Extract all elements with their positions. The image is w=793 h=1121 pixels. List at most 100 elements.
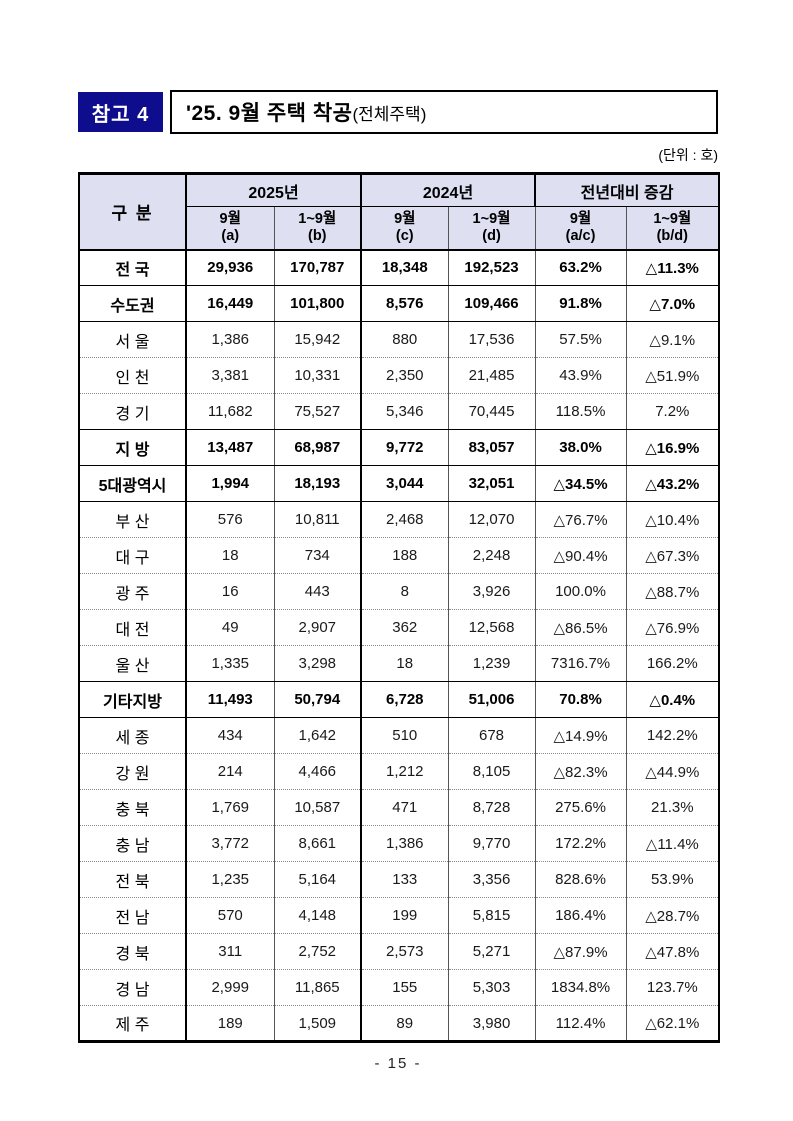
cell-value: 188: [361, 537, 449, 574]
row-label: 광 주: [79, 573, 187, 610]
cell-value: 5,303: [448, 969, 536, 1006]
cell-value: 434: [186, 717, 275, 754]
table-row: 경 기 11,682 75,527 5,346 70,445 118.5% 7.2%: [79, 393, 720, 430]
cell-value: 118.5%: [535, 393, 627, 430]
cell-value: △14.9%: [535, 717, 627, 754]
cell-value: △0.4%: [626, 681, 720, 718]
table-row: 인 천 3,381 10,331 2,350 21,485 43.9% △51.9%: [79, 357, 720, 394]
cell-value: 18: [361, 645, 449, 682]
cell-value: 9,772: [361, 429, 449, 466]
table-row: 경 북 311 2,752 2,573 5,271 △87.9% △47.8%: [79, 933, 720, 970]
table-row: 수도권 16,449 101,800 8,576 109,466 91.8% △7.0%: [79, 285, 720, 322]
table-row: 대 구 18 734 188 2,248 △90.4% △67.3%: [79, 537, 720, 574]
cell-value: △51.9%: [626, 357, 720, 394]
cell-value: 3,926: [448, 573, 536, 610]
table-row: 충 남 3,772 8,661 1,386 9,770 172.2% △11.4%: [79, 825, 720, 862]
cell-value: 123.7%: [626, 969, 720, 1006]
cell-value: 11,865: [274, 969, 363, 1006]
header-col-jan-sep-yoy: 1~9월 (b/d): [626, 206, 720, 251]
row-label: 강 원: [79, 753, 187, 790]
cell-value: 11,493: [186, 681, 275, 718]
cell-value: 53.9%: [626, 861, 720, 898]
cell-value: 510: [361, 717, 449, 754]
page-title: '25. 9월 주택 착공: [186, 102, 353, 125]
cell-value: 15,942: [274, 321, 363, 358]
cell-value: 2,350: [361, 357, 449, 394]
cell-value: 8: [361, 573, 449, 610]
cell-value: △34.5%: [535, 465, 627, 502]
cell-value: 12,070: [448, 501, 536, 538]
cell-value: 1,509: [274, 1005, 363, 1042]
cell-value: 38.0%: [535, 429, 627, 466]
cell-value: 12,568: [448, 609, 536, 646]
table-row: 대 전 49 2,907 362 12,568 △86.5% △76.9%: [79, 609, 720, 646]
header-col-sep2025: 9월 (a): [186, 206, 275, 251]
cell-value: 49: [186, 609, 275, 646]
cell-value: △82.3%: [535, 753, 627, 790]
cell-value: 570: [186, 897, 275, 934]
cell-value: 91.8%: [535, 285, 627, 322]
cell-value: 57.5%: [535, 321, 627, 358]
cell-value: 63.2%: [535, 249, 627, 286]
cell-value: △47.8%: [626, 933, 720, 970]
cell-value: 11,682: [186, 393, 275, 430]
row-label: 세 종: [79, 717, 187, 754]
cell-value: 443: [274, 573, 363, 610]
cell-value: 1,386: [361, 825, 449, 862]
cell-value: 362: [361, 609, 449, 646]
cell-value: 199: [361, 897, 449, 934]
cell-value: 10,331: [274, 357, 363, 394]
row-label: 전 국: [79, 249, 187, 286]
cell-value: 51,006: [448, 681, 536, 718]
unit-note: (단위 : 호): [658, 147, 718, 163]
cell-value: 1,212: [361, 753, 449, 790]
cell-value: 7316.7%: [535, 645, 627, 682]
table-row: 충 북 1,769 10,587 471 8,728 275.6% 21.3%: [79, 789, 720, 826]
cell-value: 311: [186, 933, 275, 970]
cell-value: 3,298: [274, 645, 363, 682]
cell-value: 192,523: [448, 249, 536, 286]
table-row: 전 북 1,235 5,164 133 3,356 828.6% 53.9%: [79, 861, 720, 898]
cell-value: 43.9%: [535, 357, 627, 394]
cell-value: △11.4%: [626, 825, 720, 862]
cell-value: 2,752: [274, 933, 363, 970]
cell-value: 75,527: [274, 393, 363, 430]
cell-value: △76.9%: [626, 609, 720, 646]
cell-value: 10,587: [274, 789, 363, 826]
cell-value: 18: [186, 537, 275, 574]
cell-value: △28.7%: [626, 897, 720, 934]
row-label: 대 전: [79, 609, 187, 646]
cell-value: 880: [361, 321, 449, 358]
header-col-jan-sep2024: 1~9월 (d): [448, 206, 536, 251]
table-row: 광 주 16 443 8 3,926 100.0% △88.7%: [79, 573, 720, 610]
cell-value: 2,573: [361, 933, 449, 970]
header-col-line1: 1~9월: [472, 211, 511, 228]
cell-value: 101,800: [274, 285, 363, 322]
cell-value: 186.4%: [535, 897, 627, 934]
reference-badge: 참고 4: [78, 92, 163, 132]
cell-value: 112.4%: [535, 1005, 627, 1042]
cell-value: △90.4%: [535, 537, 627, 574]
cell-value: 214: [186, 753, 275, 790]
cell-value: 1,235: [186, 861, 275, 898]
cell-value: △10.4%: [626, 501, 720, 538]
title-box: '25. 9월 주택 착공 (전체주택): [170, 90, 718, 134]
cell-value: 3,980: [448, 1005, 536, 1042]
cell-value: △16.9%: [626, 429, 720, 466]
cell-value: △44.9%: [626, 753, 720, 790]
cell-value: 7.2%: [626, 393, 720, 430]
table-row: 전 남 570 4,148 199 5,815 186.4% △28.7%: [79, 897, 720, 934]
cell-value: 21.3%: [626, 789, 720, 826]
cell-value: 1,769: [186, 789, 275, 826]
cell-value: 32,051: [448, 465, 536, 502]
cell-value: △7.0%: [626, 285, 720, 322]
cell-value: △76.7%: [535, 501, 627, 538]
row-label: 경 북: [79, 933, 187, 970]
cell-value: 172.2%: [535, 825, 627, 862]
table-row: 서 울 1,386 15,942 880 17,536 57.5% △9.1%: [79, 321, 720, 358]
cell-value: 13,487: [186, 429, 275, 466]
cell-value: △43.2%: [626, 465, 720, 502]
cell-value: 1,642: [274, 717, 363, 754]
row-label: 기타지방: [79, 681, 187, 718]
